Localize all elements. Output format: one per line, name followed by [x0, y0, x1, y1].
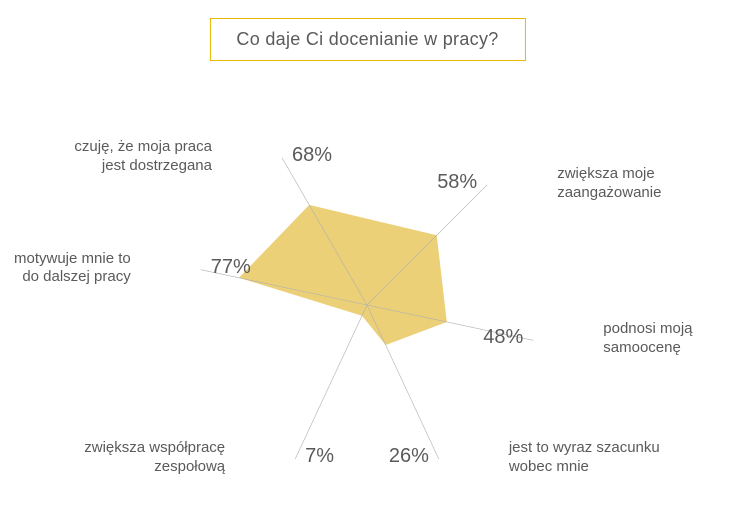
- radar-label-a3: zwiększa współpracęzespołową: [84, 439, 225, 477]
- radar-pct-a4: 77%: [211, 256, 251, 279]
- radar-label-a2: jest to wyraz szacunkuwobec mnie: [509, 439, 660, 477]
- radar-pct-a0: 58%: [437, 171, 477, 194]
- radar-pct-a2: 26%: [389, 445, 429, 468]
- radar-label-a4: motywuje mnie todo dalszej pracy: [14, 250, 131, 288]
- radar-pct-a1: 48%: [483, 326, 523, 349]
- radar-label-a0: zwiększa mojezaangażowanie: [557, 165, 661, 203]
- radar-polygon: [239, 205, 447, 345]
- radar-label-a1: podnosi mojąsamoocenę: [603, 320, 692, 358]
- radar-chart: 58% zwiększa mojezaangażowanie 48% podnosi …: [0, 90, 735, 510]
- radar-pct-a3: 7%: [305, 445, 334, 468]
- chart-title: Co daje Ci docenianie w pracy?: [209, 18, 525, 61]
- radar-axis-a3: [295, 305, 367, 459]
- radar-label-a5: czuję, że moja pracajest dostrzegana: [74, 138, 212, 176]
- radar-pct-a5: 68%: [292, 144, 332, 167]
